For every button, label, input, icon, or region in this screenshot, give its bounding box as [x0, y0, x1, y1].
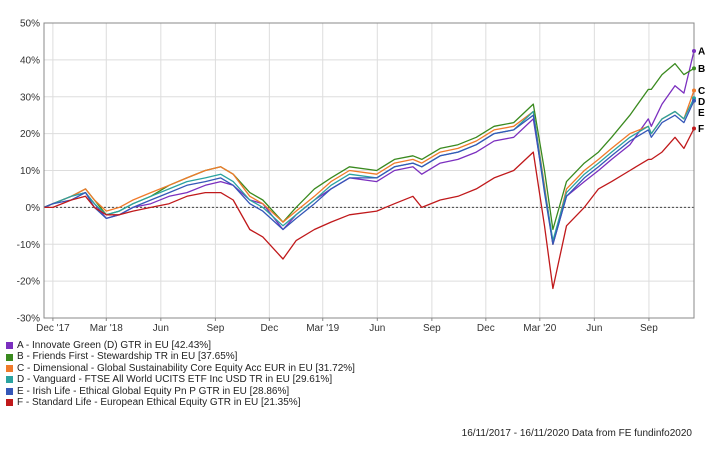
x-tick-label: Mar '19: [306, 323, 339, 334]
series-line-e: [43, 100, 695, 245]
plot-frame: [43, 22, 695, 319]
x-tick-label: Dec: [260, 323, 278, 334]
legend-item: A - Innovate Green (D) GTR in EU [42.43%…: [6, 340, 355, 351]
legend-item: F - Standard Life - European Ethical Equ…: [6, 397, 355, 408]
y-tick-label: 40%: [20, 55, 40, 66]
series-end-marker: [692, 49, 696, 54]
legend-item: B - Friends First - Stewardship TR in EU…: [6, 351, 355, 362]
line-chart: -30% -20% -10% 0% 10% 20% 30% 40% 50% Dec '17 Mar…: [17, 19, 706, 335]
x-tick-label: Sep: [206, 323, 224, 334]
legend-swatch: [6, 399, 13, 407]
series-end-label: D: [698, 97, 705, 108]
legend-swatch: [6, 376, 13, 384]
series-end-label: F: [698, 124, 704, 135]
legend-swatch: [6, 365, 13, 373]
series-line-a: [43, 50, 695, 245]
x-tick-label: Sep: [640, 323, 658, 334]
legend-swatch: [6, 387, 13, 395]
y-tick-label: 10%: [20, 166, 40, 177]
x-tick-label: Sep: [423, 323, 441, 334]
series-end-marker: [692, 88, 696, 93]
legend-item: D - Vanguard - FTSE All World UCITS ETF …: [6, 374, 355, 385]
legend-label: F - Standard Life - European Ethical Equ…: [17, 397, 301, 409]
x-tick-label: Dec '17: [36, 323, 70, 334]
legend: A - Innovate Green (D) GTR in EU [42.43%…: [6, 340, 355, 408]
legend-swatch: [6, 342, 13, 350]
y-axis: -30% -20% -10% 0% 10% 20% 30% 40% 50%: [17, 19, 40, 325]
x-tick-label: Dec: [477, 323, 495, 334]
series-line-f: [44, 128, 695, 290]
legend-item: C - Dimensional - Global Sustainability …: [6, 363, 355, 374]
series-end-label: E: [698, 108, 705, 119]
x-axis: Dec '17 Mar '18 Jun Sep Dec Mar '19 Jun Sep Dec M…: [36, 318, 658, 334]
series-end-marker: [692, 126, 696, 131]
legend-label: E - Irish Life - Ethical Global Equity P…: [17, 385, 290, 397]
x-tick-label: Jun: [153, 323, 169, 334]
y-tick-label: 20%: [20, 129, 40, 140]
series-end-label: C: [698, 86, 705, 97]
x-tick-label: Mar '18: [90, 323, 123, 334]
y-tick-label: 30%: [20, 92, 40, 103]
x-tick-label: Mar '20: [523, 323, 556, 334]
y-tick-label: 50%: [20, 19, 40, 30]
chart-grid: [44, 22, 694, 319]
legend-label: C - Dimensional - Global Sustainability …: [17, 362, 355, 374]
date-range-footer: 16/11/2017 - 16/11/2020 Data from FE fun…: [461, 428, 692, 439]
series-end-marker: [692, 66, 696, 71]
x-tick-label: Jun: [369, 323, 385, 334]
series-line-b: [43, 62, 695, 231]
y-tick-label: -20%: [17, 277, 40, 288]
legend-label: A - Innovate Green (D) GTR in EU [42.43%…: [17, 340, 211, 351]
series-layer: [43, 50, 695, 290]
legend-label: D - Vanguard - FTSE All World UCITS ETF …: [17, 374, 333, 386]
y-tick-label: -10%: [17, 240, 40, 251]
series-end-marker: [692, 98, 696, 103]
y-tick-label: -30%: [17, 314, 40, 325]
series-end-label: A: [698, 47, 705, 58]
legend-swatch: [6, 353, 13, 361]
legend-item: E - Irish Life - Ethical Global Equity P…: [6, 386, 355, 397]
series-end-label: B: [698, 64, 705, 75]
x-tick-label: Jun: [586, 323, 602, 334]
y-tick-label: 0%: [26, 203, 41, 214]
legend-label: B - Friends First - Stewardship TR in EU…: [17, 351, 238, 363]
series-line-c: [43, 90, 695, 245]
